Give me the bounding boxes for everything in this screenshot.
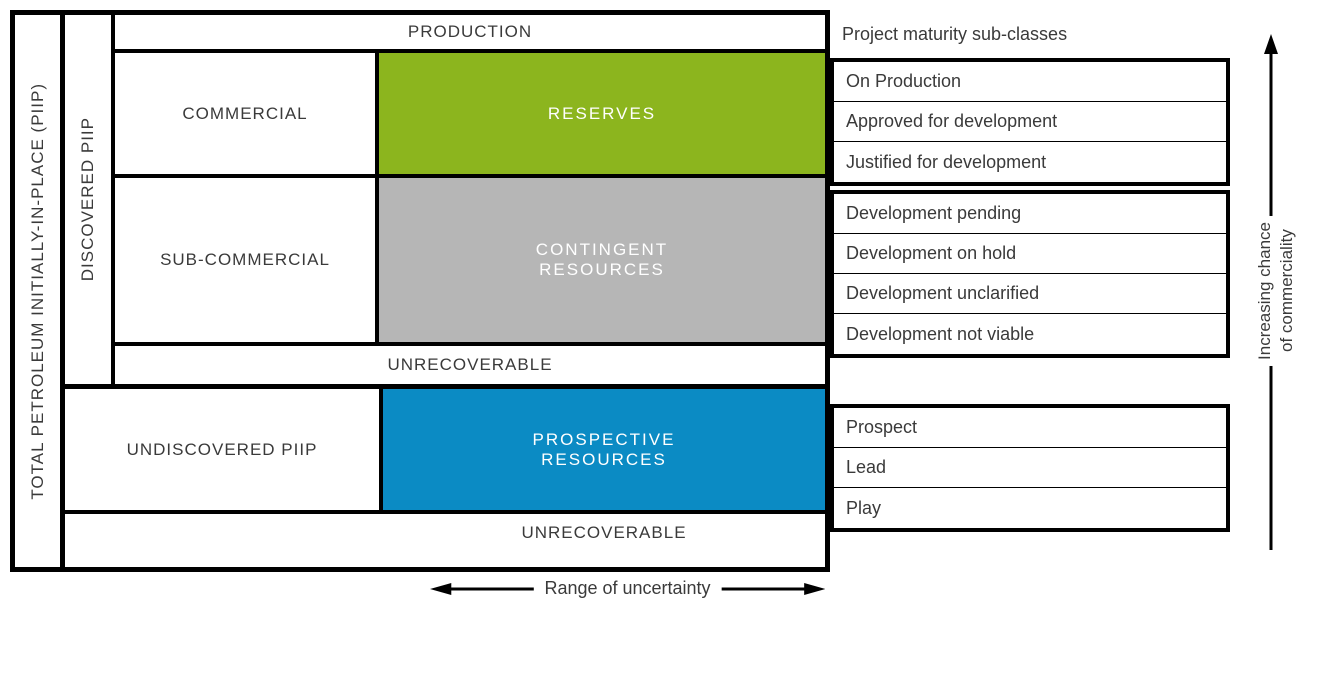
maturity-row: Development unclarified <box>834 274 1226 314</box>
maturity-row: Play <box>834 488 1226 528</box>
left-arrow-icon <box>430 581 536 597</box>
commerciality-arrow-panel: Increasing chanceof commerciality <box>1236 10 1316 572</box>
range-wrap: Range of uncertainty <box>430 578 825 599</box>
commerciality-arrow-text: Increasing chanceof commerciality <box>1255 222 1296 360</box>
discovered-piip-column: DISCOVERED PIIP <box>65 15 115 384</box>
maturity-column: Project maturity sub-classes On Producti… <box>830 10 1230 572</box>
right-arrow-icon <box>719 581 825 597</box>
undiscovered-block: UNDISCOVERED PIIP PROSPECTIVERESOURCES U… <box>65 389 825 552</box>
sub-commercial-row: SUB-COMMERCIAL CONTINGENTRESOURCES <box>115 178 825 346</box>
total-piip-column: TOTAL PETROLEUM INITIALLY-IN-PLACE (PIIP… <box>15 15 65 567</box>
undiscovered-row: UNDISCOVERED PIIP PROSPECTIVERESOURCES <box>65 389 825 514</box>
commerciality-arrow-label: Increasing chanceof commerciality <box>1254 216 1298 366</box>
maturity-row: Development pending <box>834 194 1226 234</box>
main-classification-grid: TOTAL PETROLEUM INITIALLY-IN-PLACE (PIIP… <box>10 10 830 572</box>
undiscovered-piip-label: UNDISCOVERED PIIP <box>65 389 383 510</box>
total-piip-label: TOTAL PETROLEUM INITIALLY-IN-PLACE (PIIP… <box>28 83 48 500</box>
diagram-root: TOTAL PETROLEUM INITIALLY-IN-PLACE (PIIP… <box>10 10 1323 572</box>
maturity-row: Justified for development <box>834 142 1226 182</box>
production-row: PRODUCTION <box>115 15 825 53</box>
range-of-uncertainty-bar: Range of uncertainty <box>10 578 825 599</box>
range-label: Range of uncertainty <box>544 578 710 599</box>
maturity-row: Lead <box>834 448 1226 488</box>
maturity-group-reserves: On Production Approved for development J… <box>830 58 1230 186</box>
sub-commercial-label: SUB-COMMERCIAL <box>115 178 379 342</box>
classification-body: DISCOVERED PIIP PRODUCTION COMMERCIAL RE… <box>65 15 825 567</box>
maturity-row: On Production <box>834 62 1226 102</box>
commercial-label: COMMERCIAL <box>115 53 379 174</box>
maturity-gap-2 <box>830 532 1230 572</box>
maturity-gap-1 <box>830 362 1230 404</box>
maturity-row: Prospect <box>834 408 1226 448</box>
discovered-piip-label: DISCOVERED PIIP <box>78 117 98 281</box>
discovered-content: PRODUCTION COMMERCIAL RESERVES SUB-COMME… <box>115 15 825 384</box>
maturity-row: Approved for development <box>834 102 1226 142</box>
commercial-row: COMMERCIAL RESERVES <box>115 53 825 178</box>
unrecoverable-label-2: UNRECOVERABLE <box>383 514 825 552</box>
maturity-row: Development not viable <box>834 314 1226 354</box>
reserves-cell: RESERVES <box>379 53 825 174</box>
maturity-group-contingent: Development pending Development on hold … <box>830 190 1230 358</box>
unrecoverable-pad <box>65 514 383 552</box>
maturity-group-prospective: Prospect Lead Play <box>830 404 1230 532</box>
unrecoverable-row-2: UNRECOVERABLE <box>65 514 825 552</box>
maturity-row: Development on hold <box>834 234 1226 274</box>
discovered-block: DISCOVERED PIIP PRODUCTION COMMERCIAL RE… <box>65 15 825 389</box>
unrecoverable-row-1: UNRECOVERABLE <box>115 346 825 384</box>
prospective-cell: PROSPECTIVERESOURCES <box>383 389 825 510</box>
contingent-cell: CONTINGENTRESOURCES <box>379 178 825 342</box>
maturity-header: Project maturity sub-classes <box>830 10 1230 58</box>
